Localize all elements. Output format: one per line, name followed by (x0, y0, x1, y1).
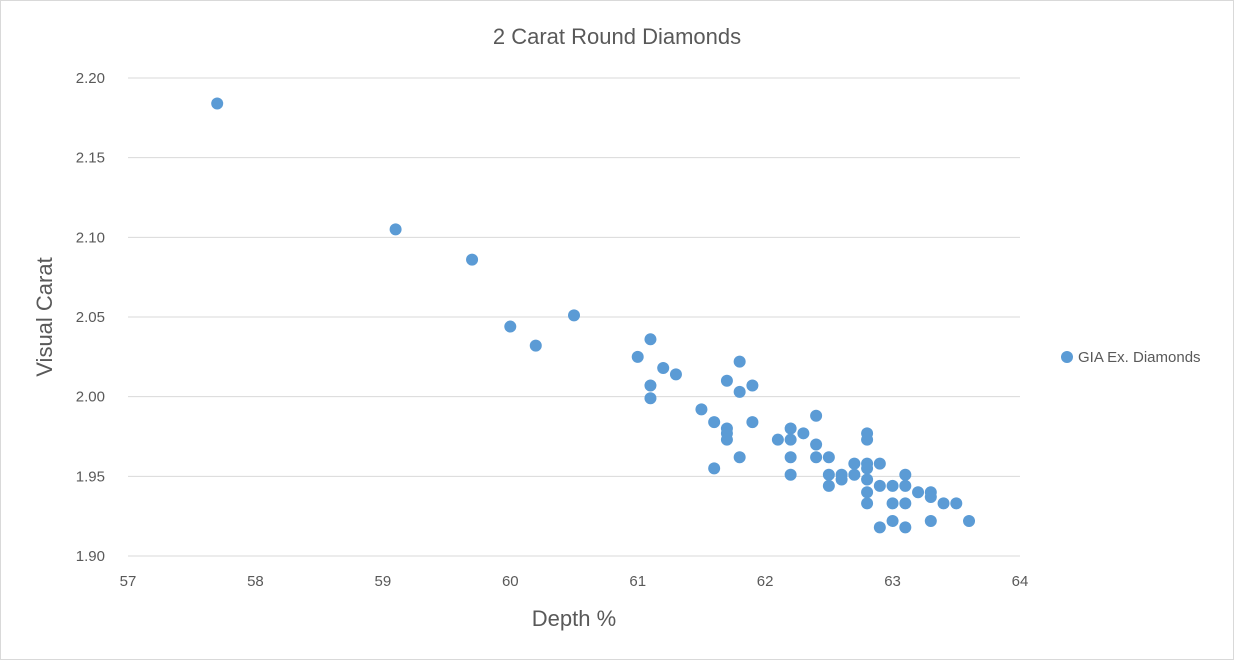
data-point (861, 473, 874, 486)
y-tick-label: 2.20 (76, 70, 105, 87)
legend-marker (1061, 351, 1073, 363)
data-point (810, 451, 823, 464)
data-point (784, 451, 797, 464)
data-point (810, 438, 823, 451)
y-tick-label: 2.15 (76, 150, 105, 167)
data-point (822, 451, 835, 464)
data-point (899, 479, 912, 492)
data-point (912, 486, 925, 499)
y-tick-label: 2.10 (76, 229, 105, 246)
data-point (784, 422, 797, 435)
data-point (644, 333, 657, 346)
x-tick-label: 60 (502, 573, 519, 590)
data-point (963, 514, 976, 527)
data-point (466, 253, 479, 266)
x-tick-label: 58 (247, 573, 264, 590)
data-point (822, 468, 835, 481)
data-point (822, 479, 835, 492)
data-point (835, 473, 848, 486)
data-point (708, 416, 721, 429)
data-point (899, 468, 912, 481)
data-point (389, 223, 402, 236)
data-point (720, 374, 733, 387)
data-point (771, 433, 784, 446)
legend-label: GIA Ex. Diamonds (1078, 349, 1201, 366)
data-point (695, 403, 708, 416)
data-point (861, 497, 874, 510)
data-point (529, 339, 542, 352)
data-point (899, 521, 912, 534)
x-tick-label: 57 (120, 573, 137, 590)
data-point (720, 433, 733, 446)
x-tick-label: 62 (757, 573, 774, 590)
data-point (886, 479, 899, 492)
data-point (797, 427, 810, 440)
data-point (746, 379, 759, 392)
data-point (937, 497, 950, 510)
y-axis-title: Visual Carat (32, 257, 57, 376)
data-point (631, 350, 644, 363)
y-tick-label: 2.05 (76, 309, 105, 326)
data-point (644, 392, 657, 405)
y-tick-label: 2.00 (76, 389, 105, 406)
data-point (746, 416, 759, 429)
data-point (873, 479, 886, 492)
chart-title: 2 Carat Round Diamonds (493, 24, 741, 49)
data-point (861, 486, 874, 499)
data-point (733, 355, 746, 368)
data-point (708, 462, 721, 475)
data-point (784, 433, 797, 446)
data-point (950, 497, 963, 510)
data-point (504, 320, 517, 333)
data-point (924, 491, 937, 504)
data-point (924, 514, 937, 527)
data-point (886, 514, 899, 527)
data-point (861, 433, 874, 446)
y-tick-label: 1.95 (76, 468, 105, 485)
data-point (810, 409, 823, 422)
x-tick-label: 61 (629, 573, 646, 590)
data-point (784, 468, 797, 481)
data-point (886, 497, 899, 510)
x-axis-title: Depth % (532, 606, 616, 631)
x-tick-label: 64 (1012, 573, 1029, 590)
data-point (848, 457, 861, 470)
y-tick-label: 1.90 (76, 548, 105, 565)
data-point (657, 361, 670, 374)
data-point (733, 451, 746, 464)
data-point (899, 497, 912, 510)
data-point (848, 468, 861, 481)
legend: GIA Ex. Diamonds (1061, 349, 1201, 366)
data-point (568, 309, 580, 322)
data-point (873, 521, 886, 534)
data-point (211, 97, 224, 110)
data-point (644, 379, 657, 392)
x-tick-label: 63 (884, 573, 901, 590)
data-point (733, 385, 746, 398)
data-point (873, 457, 886, 470)
x-tick-label: 59 (375, 573, 392, 590)
data-point (861, 462, 874, 475)
data-point (669, 368, 682, 381)
